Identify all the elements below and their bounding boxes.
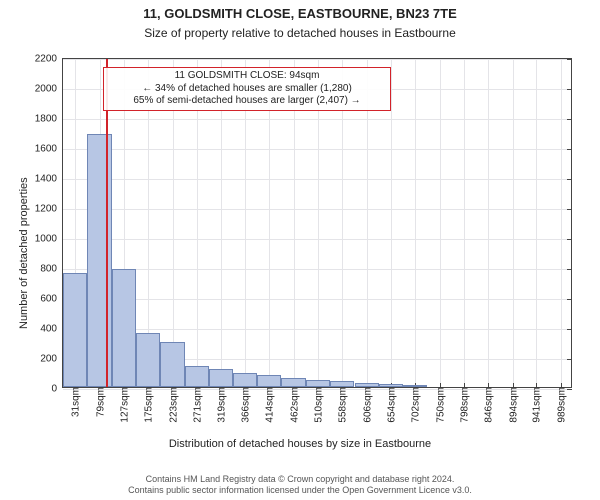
- x-tick-label: 558sqm: [336, 387, 349, 423]
- histogram-bar: [136, 333, 160, 387]
- x-tick-label: 941sqm: [530, 387, 543, 423]
- histogram-bar: [112, 269, 136, 388]
- x-tick-label: 127sqm: [117, 387, 130, 423]
- grid-line: [63, 149, 571, 150]
- histogram-bar: [233, 373, 257, 387]
- histogram-bar: [281, 378, 305, 387]
- page: { "header": { "title": "11, GOLDSMITH CL…: [0, 0, 600, 500]
- histogram-bar: [403, 385, 427, 387]
- x-tick-label: 654sqm: [385, 387, 398, 423]
- grid-line: [488, 59, 489, 387]
- y-tick-label: 1000: [35, 234, 63, 245]
- y-tick-label: 2000: [35, 84, 63, 95]
- y-tick-label: 600: [40, 294, 63, 305]
- page-title: 11, GOLDSMITH CLOSE, EASTBOURNE, BN23 7T…: [0, 6, 600, 21]
- grid-line: [391, 59, 392, 387]
- x-tick-label: 175sqm: [142, 387, 155, 423]
- grid-line: [63, 59, 571, 60]
- x-tick-label: 798sqm: [458, 387, 471, 423]
- histogram-bar: [160, 342, 184, 387]
- histogram-bar: [257, 375, 281, 387]
- x-tick-label: 894sqm: [506, 387, 519, 423]
- grid-line: [63, 119, 571, 120]
- histogram-bar: [355, 383, 379, 388]
- marker-annotation: 11 GOLDSMITH CLOSE: 94sqm ← 34% of detac…: [103, 67, 391, 111]
- grid-line: [63, 179, 571, 180]
- footer-line: Contains HM Land Registry data © Crown c…: [0, 474, 600, 485]
- grid-line: [63, 209, 571, 210]
- grid-line: [63, 239, 571, 240]
- histogram-bar: [185, 366, 209, 387]
- grid-line: [536, 59, 537, 387]
- y-tick-label: 200: [40, 354, 63, 365]
- x-tick-label: 606sqm: [360, 387, 373, 423]
- y-tick-label: 1400: [35, 174, 63, 185]
- x-tick-label: 462sqm: [287, 387, 300, 423]
- y-tick-label: 400: [40, 324, 63, 335]
- y-tick-label: 800: [40, 264, 63, 275]
- grid-line: [464, 59, 465, 387]
- x-tick-label: 31sqm: [69, 387, 82, 417]
- grid-line: [63, 269, 571, 270]
- y-axis-label: Number of detached properties: [18, 177, 30, 329]
- histogram-bar: [306, 380, 330, 388]
- y-tick-label: 1200: [35, 204, 63, 215]
- x-tick-label: 79sqm: [93, 387, 106, 417]
- x-tick-label: 846sqm: [482, 387, 495, 423]
- page-subtitle: Size of property relative to detached ho…: [0, 26, 600, 40]
- grid-line: [561, 59, 562, 387]
- x-tick-label: 319sqm: [215, 387, 228, 423]
- histogram-bar: [209, 369, 233, 387]
- grid-line: [513, 59, 514, 387]
- annotation-line: 11 GOLDSMITH CLOSE: 94sqm: [110, 70, 384, 83]
- y-tick-label: 1600: [35, 144, 63, 155]
- grid-line: [415, 59, 416, 387]
- x-tick-label: 702sqm: [409, 387, 422, 423]
- y-tick-label: 2200: [35, 54, 63, 65]
- x-tick-label: 510sqm: [312, 387, 325, 423]
- x-tick-label: 366sqm: [238, 387, 251, 423]
- grid-line: [63, 329, 571, 330]
- x-axis-label: Distribution of detached houses by size …: [0, 438, 600, 450]
- x-tick-label: 223sqm: [166, 387, 179, 423]
- x-tick-label: 271sqm: [190, 387, 203, 423]
- grid-line: [440, 59, 441, 387]
- grid-line: [63, 299, 571, 300]
- annotation-line: 65% of semi-detached houses are larger (…: [110, 95, 384, 108]
- chart-plot-area: 0200400600800100012001400160018002000220…: [62, 58, 572, 388]
- y-tick-label: 1800: [35, 114, 63, 125]
- histogram-bar: [63, 273, 87, 387]
- x-tick-label: 414sqm: [263, 387, 276, 423]
- x-tick-label: 989sqm: [554, 387, 567, 423]
- x-tick-label: 750sqm: [433, 387, 446, 423]
- y-tick-label: 0: [51, 384, 63, 395]
- attribution-footer: Contains HM Land Registry data © Crown c…: [0, 474, 600, 497]
- annotation-line: ← 34% of detached houses are smaller (1,…: [110, 83, 384, 96]
- histogram-bar: [330, 381, 354, 387]
- histogram-bar: [379, 384, 403, 387]
- footer-line: Contains public sector information licen…: [0, 485, 600, 496]
